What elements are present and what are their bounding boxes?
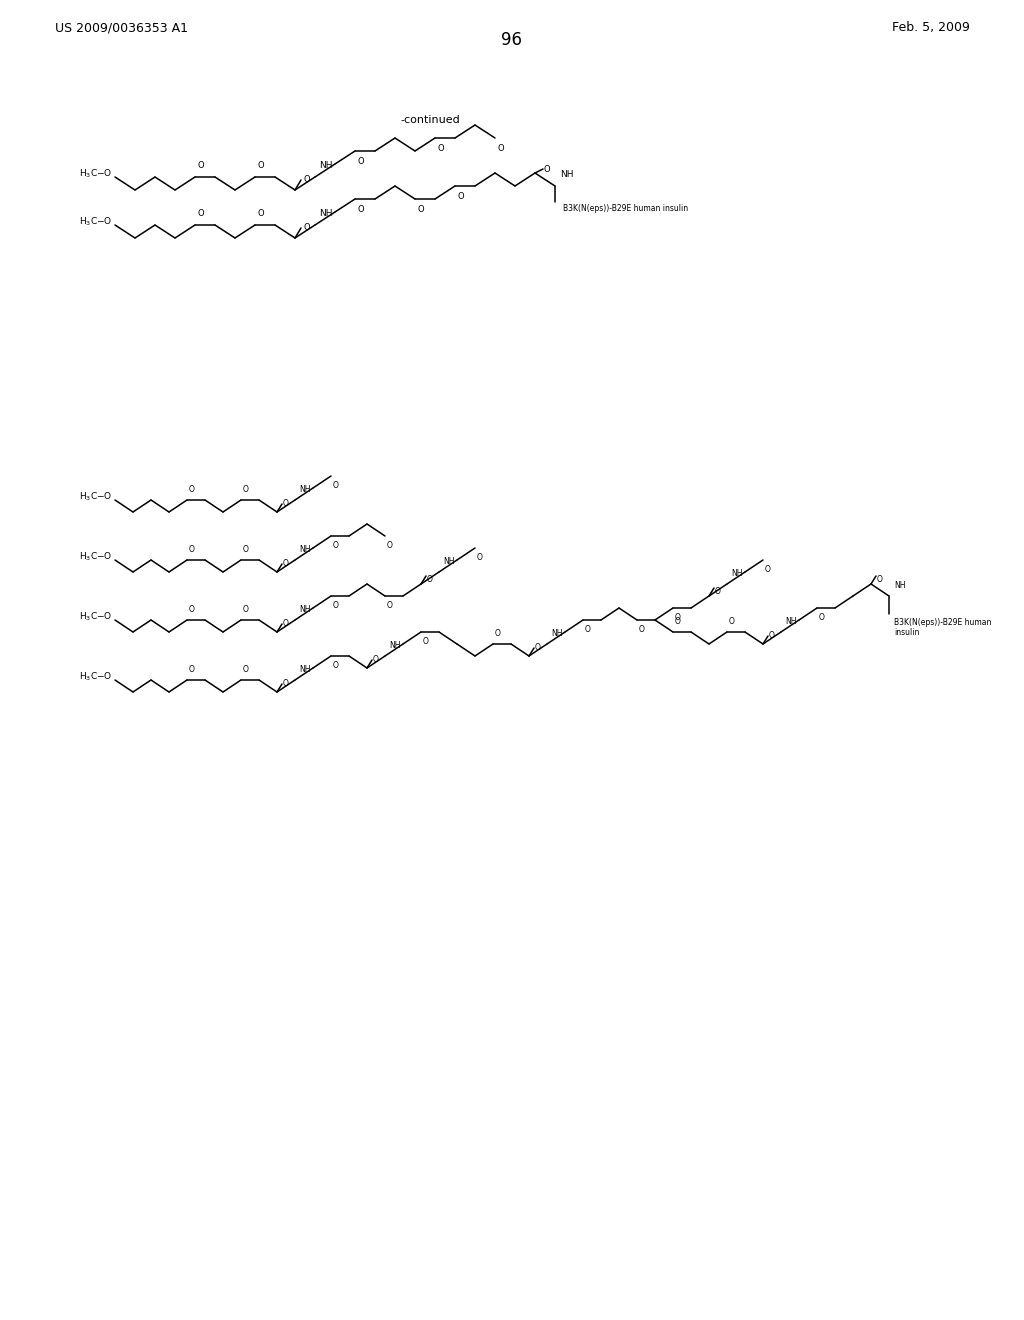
Text: O: O [189,605,195,614]
Text: O: O [243,484,249,494]
Text: O: O [357,157,365,166]
Text: B3K(N(eps))-B29E human insulin: B3K(N(eps))-B29E human insulin [563,205,688,213]
Text: O: O [437,144,444,153]
Text: O: O [189,545,195,554]
Text: O: O [283,619,289,628]
Text: NH: NH [299,665,310,675]
Text: O: O [498,144,504,153]
Text: NH: NH [731,569,742,578]
Text: NH: NH [551,630,562,638]
Text: O: O [535,644,541,652]
Text: O: O [258,209,264,218]
Text: NH: NH [299,605,310,614]
Text: O: O [675,612,681,622]
Text: O: O [243,605,249,614]
Text: O: O [819,612,825,622]
Text: -continued: -continued [400,115,460,125]
Text: B3K(N(eps))-B29E human
insulin: B3K(N(eps))-B29E human insulin [894,618,991,638]
Text: O: O [675,616,681,626]
Text: NH: NH [319,209,333,218]
Text: NH: NH [299,484,310,494]
Text: O: O [283,560,289,569]
Text: NH: NH [319,161,333,170]
Text: O: O [387,601,393,610]
Text: O: O [715,587,721,597]
Text: O: O [639,624,645,634]
Text: O: O [198,209,205,218]
Text: O: O [765,565,771,574]
Text: O: O [333,480,339,490]
Text: O: O [387,541,393,550]
Text: O: O [495,630,501,638]
Text: H$_3$C$-$O: H$_3$C$-$O [79,671,112,684]
Text: Feb. 5, 2009: Feb. 5, 2009 [892,21,970,34]
Text: O: O [243,665,249,675]
Text: O: O [585,624,591,634]
Text: NH: NH [785,616,797,626]
Text: O: O [333,541,339,550]
Text: O: O [189,665,195,675]
Text: H$_3$C$-$O: H$_3$C$-$O [79,168,112,181]
Text: O: O [427,576,433,585]
Text: O: O [243,545,249,554]
Text: O: O [258,161,264,170]
Text: O: O [877,576,883,585]
Text: O: O [477,553,483,562]
Text: O: O [333,661,339,671]
Text: O: O [283,680,289,689]
Text: NH: NH [894,581,905,590]
Text: O: O [769,631,775,640]
Text: NH: NH [299,545,310,554]
Text: H$_3$C$-$O: H$_3$C$-$O [79,491,112,503]
Text: O: O [418,205,424,214]
Text: NH: NH [443,557,455,566]
Text: O: O [333,601,339,610]
Text: H$_3$C$-$O: H$_3$C$-$O [79,611,112,623]
Text: O: O [189,484,195,494]
Text: O: O [373,656,379,664]
Text: O: O [303,223,309,232]
Text: H$_3$C$-$O: H$_3$C$-$O [79,550,112,564]
Text: O: O [423,638,429,645]
Text: O: O [729,616,735,626]
Text: US 2009/0036353 A1: US 2009/0036353 A1 [55,21,188,34]
Text: O: O [283,499,289,508]
Text: NH: NH [560,170,573,180]
Text: H$_3$C$-$O: H$_3$C$-$O [79,215,112,228]
Text: O: O [458,191,464,201]
Text: O: O [303,176,309,185]
Text: O: O [543,165,550,173]
Text: O: O [357,205,365,214]
Text: NH: NH [389,642,400,649]
Text: 96: 96 [502,30,522,49]
Text: O: O [198,161,205,170]
